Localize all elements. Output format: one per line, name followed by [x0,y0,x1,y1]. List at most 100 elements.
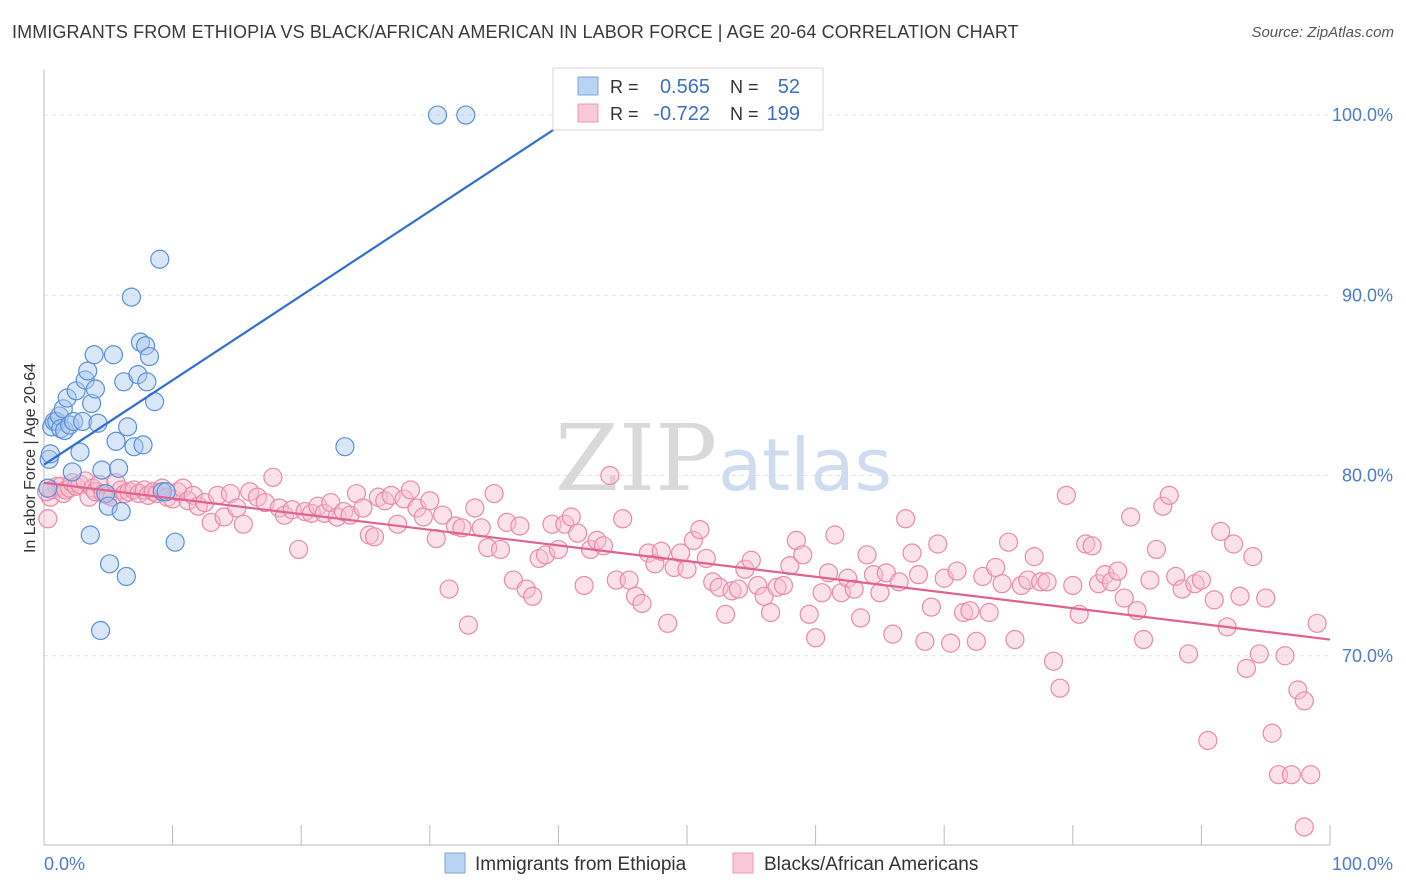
black-african-american-point-74 [433,505,453,525]
ethiopia-point-39 [133,435,153,455]
ethiopia-point-18 [80,525,100,545]
ethiopia-point-40 [135,336,156,356]
ethiopia-point-21 [85,379,106,399]
y-tick-label-0: 70.0% [1342,646,1393,666]
black-african-american-point-164 [1011,575,1031,596]
y-tick-label-2: 90.0% [1342,285,1393,305]
trend-lines [43,123,1331,641]
black-african-american-point-180 [1114,588,1134,608]
black-african-american-point-163 [1005,629,1025,650]
watermark-zip: ZIP [555,405,717,512]
black-african-american-point-79 [465,498,485,518]
bottom-legend-swatch-blue [444,852,466,874]
black-african-american-point-102 [613,509,633,529]
black-african-american-point-51 [289,539,309,560]
ethiopia-point-31 [111,501,131,522]
black-african-american-point-111 [670,543,691,563]
black-african-american-point-83 [490,539,511,560]
ethiopia-point-19 [81,393,102,414]
black-african-american-point-113 [683,530,704,551]
legend-box: R = 0.565 N = 52 R = -0.722 N = 199 [552,67,824,131]
black-african-american-point-202 [1256,588,1276,608]
black-african-american-point-43 [233,514,253,534]
black-african-american-point-100 [600,465,620,486]
ethiopia-point-51 [38,478,58,498]
black-african-american-point-206 [1281,765,1302,785]
black-african-american-point-185 [1146,539,1166,560]
series-blacks-african-americans [36,465,1327,837]
black-african-american-point-118 [715,604,736,624]
legend-r-label-pink: R = [610,104,639,124]
black-african-american-point-63 [364,527,385,547]
black-african-american-point-80 [471,518,491,538]
ethiopia-point-34 [117,417,138,437]
black-african-american-point-187 [1159,485,1179,505]
ethiopia-point-20 [84,345,104,365]
black-african-american-point-133 [812,583,832,603]
black-african-american-point-86 [510,516,530,536]
black-african-american-point-183 [1133,629,1154,650]
watermark-atlas: atlas [718,423,892,507]
black-african-american-point-119 [722,581,742,601]
black-african-american-point-126 [767,577,787,597]
black-african-american-point-209 [1301,765,1321,785]
black-african-american-point-195 [1211,521,1231,541]
black-african-american-point-188 [1166,566,1186,587]
black-african-american-point-178 [1101,572,1121,592]
black-african-american-point-137 [838,568,858,588]
ethiopia-point-17 [78,361,98,381]
black-african-american-point-175 [1082,536,1102,556]
black-african-american-point-7 [60,478,80,498]
black-african-american-point-82 [484,483,504,504]
black-african-american-point-122 [741,550,761,570]
black-african-american-point-199 [1236,658,1257,678]
black-african-american-point-103 [619,570,639,590]
black-african-american-point-144 [883,624,903,644]
ethiopia-point-33 [116,566,136,587]
black-african-american-point-170 [1050,678,1070,698]
black-african-american-point-114 [690,519,710,540]
black-african-american-point-105 [632,593,652,614]
black-african-american-point-154 [947,561,967,581]
black-african-american-point-205 [1275,646,1295,666]
black-african-american-point-157 [966,631,986,651]
black-african-american-point-201 [1249,644,1269,664]
black-african-american-point-197 [1223,534,1244,554]
legend-swatch-pink [577,103,599,123]
black-african-american-point-61 [353,498,373,518]
black-african-american-point-151 [928,534,948,554]
black-african-american-point-138 [844,579,864,599]
black-african-american-point-193 [1198,730,1218,751]
black-african-american-point-116 [703,572,723,592]
black-african-american-point-132 [805,628,826,648]
black-african-american-point-198 [1230,586,1250,606]
black-african-american-point-179 [1108,561,1128,581]
ethiopia-point-41 [137,372,157,392]
trend-line-ethiopia [43,123,563,466]
black-african-american-point-149 [915,631,935,651]
black-african-american-point-72 [420,491,440,511]
black-african-american-point-160 [986,557,1006,578]
legend-swatch-blue [577,76,599,96]
ethiopia-point-29 [106,431,126,451]
x-tick-label-min: 0.0% [44,854,85,874]
x-ticks [43,825,1331,845]
black-african-american-point-167 [1031,572,1051,592]
legend-r-label-blue: R = [610,77,639,97]
source-credit: Source: ZipAtlas.com [1251,24,1394,41]
legend-n-label-pink: N = [730,104,759,124]
black-african-american-point-88 [523,586,543,606]
legend-r-value-blue: 0.565 [660,76,710,98]
ethiopia-point-50 [456,105,476,125]
black-african-american-point-159 [979,602,999,623]
bottom-legend-label-blue: Immigrants from Ethiopia [475,854,687,875]
ethiopia-point-30 [108,458,129,478]
black-african-american-point-174 [1076,534,1096,554]
legend-r-value-pink: -0.722 [653,103,710,125]
y-tick-labels: 70.0% 80.0% 90.0% 100.0% [1332,105,1393,666]
ethiopia-point-7 [53,399,73,419]
black-african-american-point-0 [38,509,58,529]
black-african-american-point-135 [825,525,845,545]
black-african-american-point-125 [760,602,781,623]
bottom-legend-label-pink: Blacks/African Americans [764,854,978,875]
